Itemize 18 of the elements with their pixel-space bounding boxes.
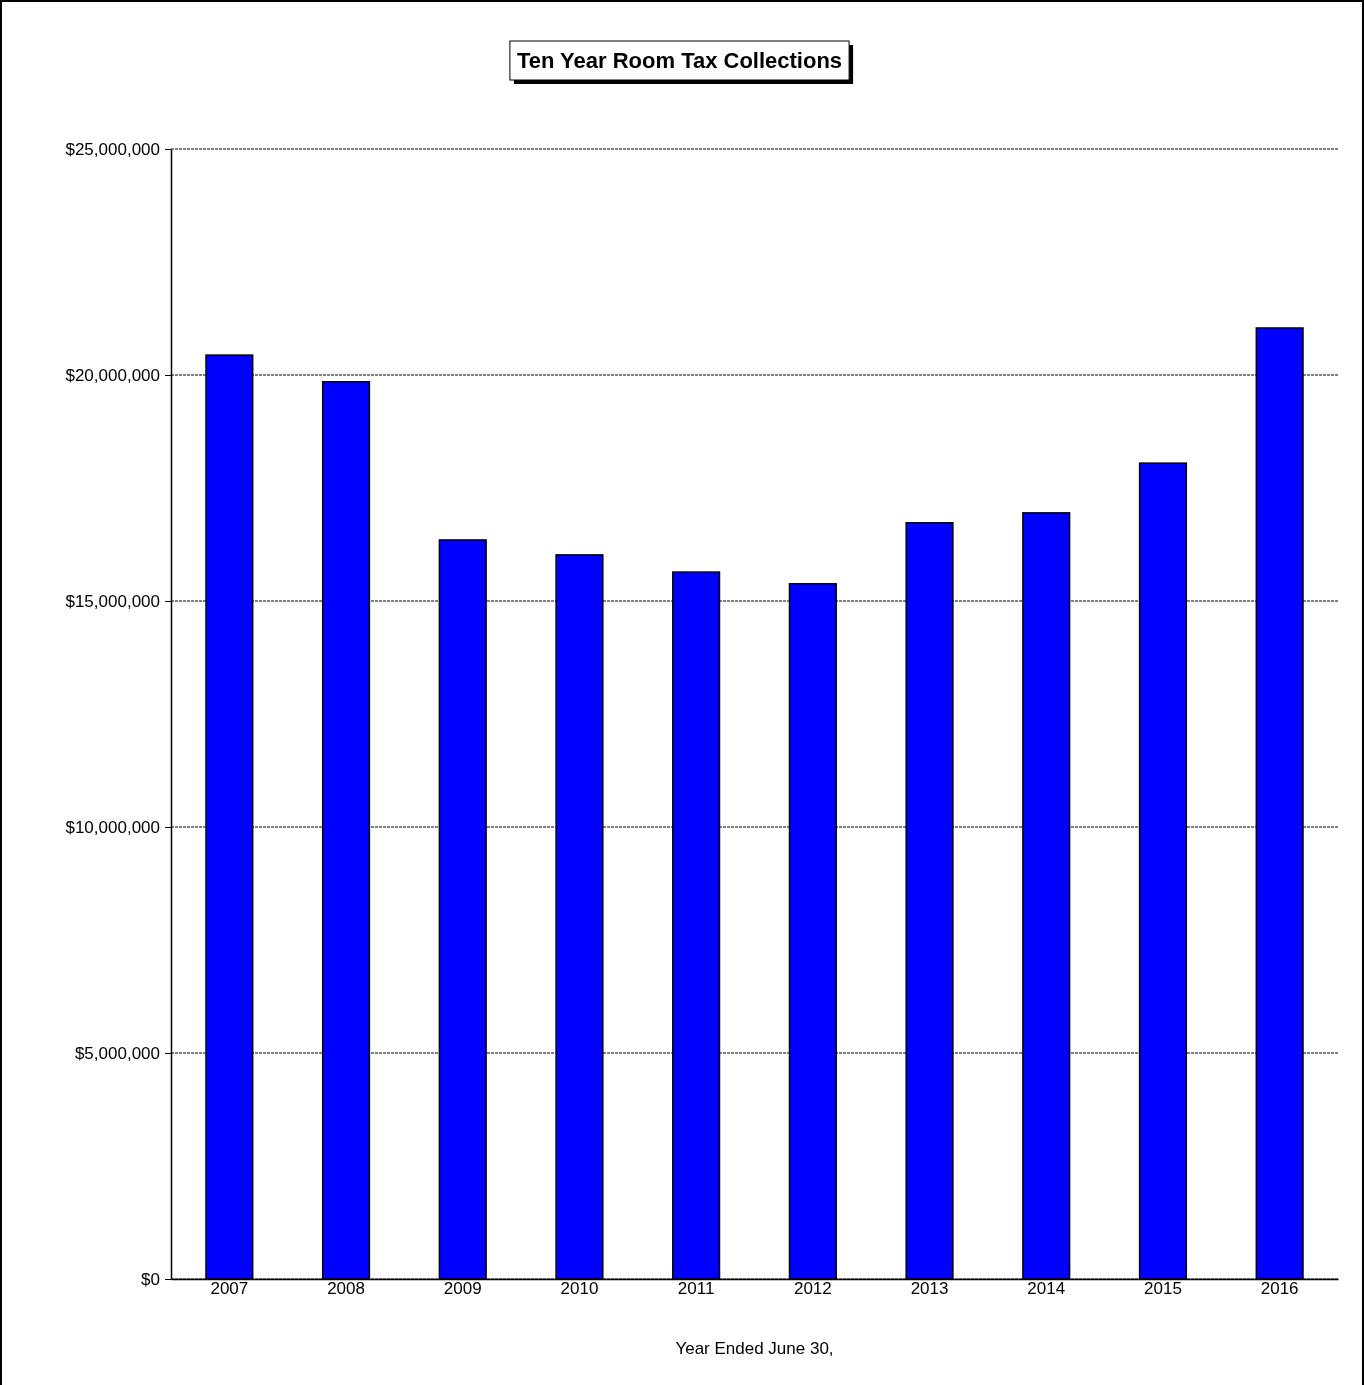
y-tick-label: $5,000,000 [74, 1043, 160, 1063]
x-axis-title: Year Ended June 30, [675, 1339, 834, 1358]
x-tick-label: 2008 [327, 1279, 365, 1298]
x-tick-label: 2010 [560, 1279, 599, 1298]
y-tick-label: $15,000,000 [65, 591, 160, 611]
chart-title: Ten Year Room Tax Collections [516, 48, 843, 73]
y-tick-label: $0 [141, 1269, 160, 1289]
x-tick-label: 2007 [210, 1279, 249, 1298]
x-tick-label: 2014 [1027, 1279, 1066, 1298]
x-tick-label: 2009 [443, 1279, 482, 1298]
y-tick-label: $10,000,000 [65, 817, 160, 837]
y-tick-label: $20,000,000 [65, 365, 160, 385]
y-tick-label: $25,000,000 [65, 139, 160, 159]
x-tick-label: 2013 [910, 1279, 949, 1298]
x-tick-label: 2015 [1144, 1279, 1182, 1298]
x-tick-label: 2016 [1260, 1279, 1299, 1298]
x-tick-label: 2012 [793, 1279, 832, 1298]
x-tick-label: 2011 [677, 1279, 715, 1298]
